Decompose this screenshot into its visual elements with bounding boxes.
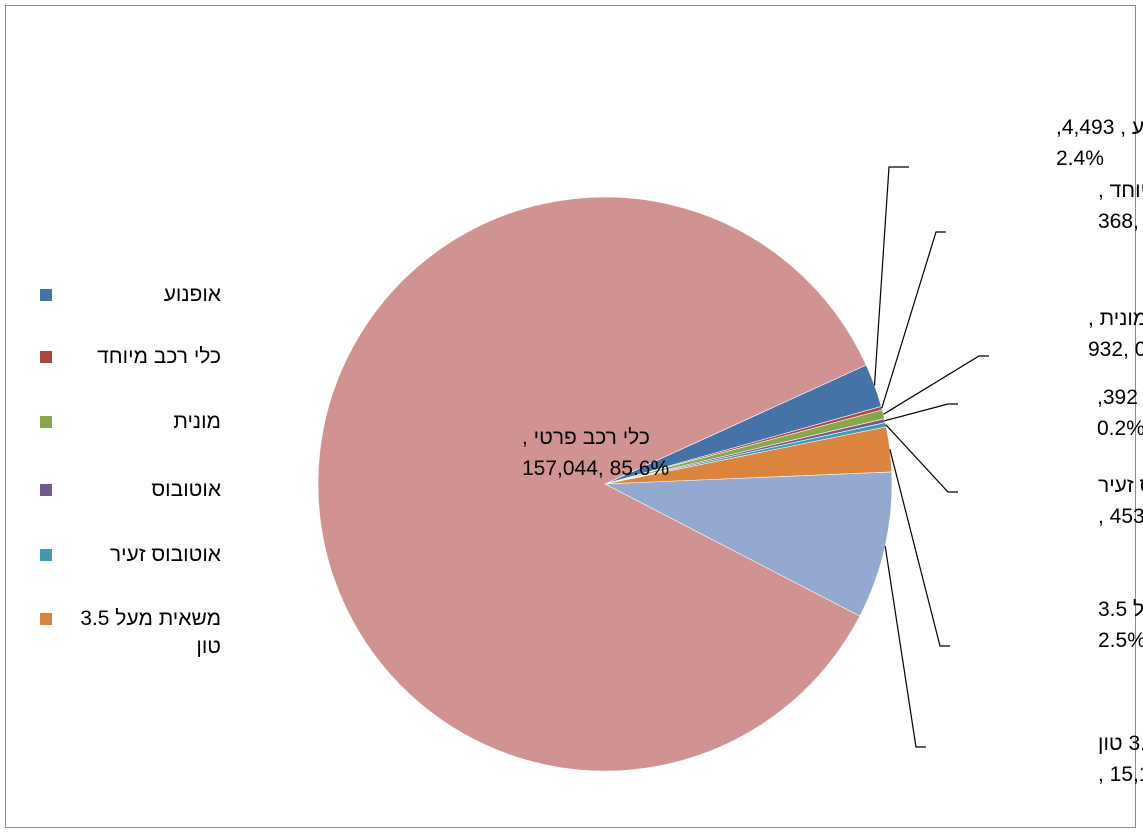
leader-line xyxy=(881,231,946,409)
data-label: 85.6% ,157,044 xyxy=(522,457,669,480)
leader-line xyxy=(873,166,909,386)
data-label: כלי רכב מיוחד , xyxy=(1098,179,1143,202)
leader-line xyxy=(883,355,989,415)
leader-line xyxy=(889,449,950,647)
data-label: אוטובוס , 392, xyxy=(1097,386,1143,409)
data-label: משאית מעל 3.5 xyxy=(1098,598,1143,621)
data-label: 0.2% ,453 , xyxy=(1098,505,1143,528)
data-label: אופנוע , 4,493, xyxy=(1056,116,1143,139)
data-label: 2.4% xyxy=(1056,147,1104,170)
leader-line xyxy=(884,403,958,422)
data-label: משאית עד 3.5 טון xyxy=(1098,732,1143,755)
data-label: 0.5% ,932 xyxy=(1088,338,1143,361)
pie-slice xyxy=(603,471,893,617)
chart-frame xyxy=(5,5,1136,828)
data-label: 8.3% ,15,198 , xyxy=(1098,763,1143,786)
data-label: 0.2% ,368 xyxy=(1098,210,1143,233)
leader-line xyxy=(885,424,958,493)
pie-slice xyxy=(317,196,867,772)
data-label: מונית , xyxy=(1088,307,1143,330)
data-label: כלי רכב פרטי , xyxy=(522,426,650,449)
data-label: 0.2% xyxy=(1097,417,1143,440)
leader-line xyxy=(884,546,926,748)
data-label: אוטובוס זעיר xyxy=(1098,474,1143,497)
data-label: טון , 4,628, 2.5% xyxy=(1098,629,1143,652)
